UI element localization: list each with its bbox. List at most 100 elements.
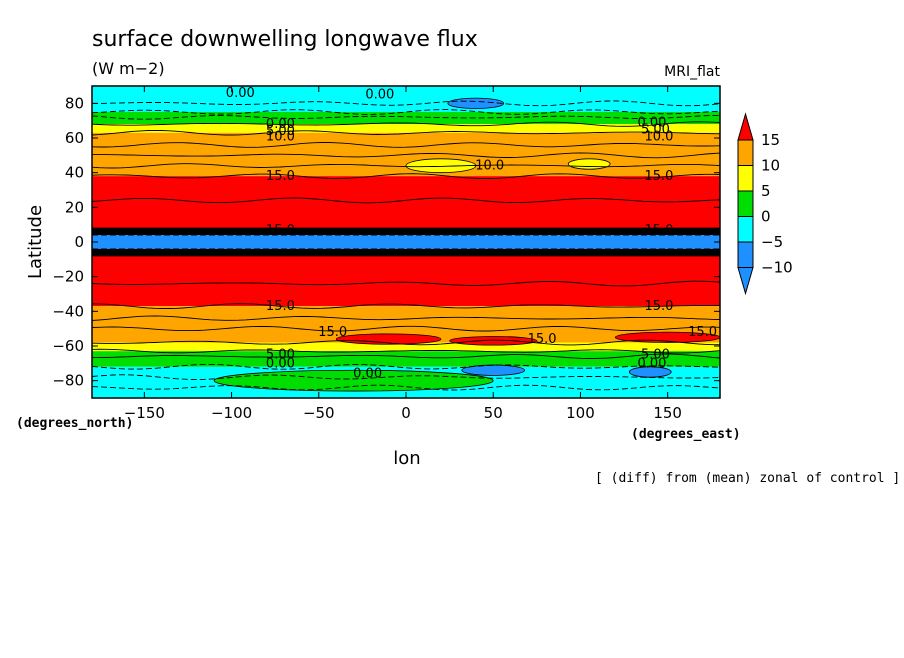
colorbar-label: 5 [761,182,771,200]
chart-title: surface downwelling longwave flux [92,27,478,52]
band-1 [92,112,720,125]
y-tick-label: −20 [52,268,84,286]
y-tick-label: −40 [52,302,84,320]
x-tick-label: 150 [653,404,682,422]
contour-label-3: 5.00 [266,124,295,139]
x-tick-label: −150 [124,404,165,422]
patch-1 [567,158,611,170]
colorbar-label: 15 [761,131,780,149]
band-10 [92,342,720,352]
x-axis-label: lon [393,448,420,469]
plot-area: 0.00 0.000.005.0010.00.005.0010.010.015.0… [92,86,720,398]
contour-line-19 [92,315,720,321]
contour-line-17 [92,197,720,204]
contour-label-8: 10.0 [475,159,504,174]
contour-label-6: 5.00 [641,122,670,137]
band-11 [92,351,720,367]
contour-line-15 [92,152,720,159]
x-tick-label: −100 [211,404,252,422]
band-4 [92,176,720,229]
y-tick-label: 80 [65,94,84,112]
x-tick-label: 50 [484,404,503,422]
footnote: [ (diff) from (mean) zonal of control ] [595,471,900,486]
patch-3 [461,364,526,376]
y-axis-label: Latitude [25,205,46,279]
y-tick-label: −80 [52,372,84,390]
y-tick-label: 40 [65,164,84,182]
x-tick-label: −50 [303,404,335,422]
contour-label-9: 15.0 [266,169,295,184]
contour-label-4: 10.0 [266,129,295,144]
colorbar-swatch-0 [737,139,754,166]
colorbar-over-arrow [737,112,754,141]
colorbar-label: 10 [761,157,780,175]
contour-labels: 0.00 0.000.005.0010.00.005.0010.010.015.0… [226,86,717,382]
y-units-label: (degrees_north) [16,416,133,431]
contour-line-23 [92,384,720,391]
contour-line-18 [92,280,720,287]
contour-label-22: 0.00 [353,367,382,382]
contour-line-22 [92,374,720,380]
band-5 [92,228,720,236]
band-7 [92,248,720,256]
contour-line-8 [92,303,720,309]
contour-lines [92,100,720,391]
contour-label-11: 15.0 [266,223,295,238]
contour-line-1 [92,121,720,127]
model-label: MRI_flat [664,64,720,80]
colorbar-label: −5 [761,233,783,251]
y-tick-label: −60 [52,337,84,355]
contour-label-18: 5.00 [266,348,295,363]
y-axis-ticks: 80 60 40 20 0 −20 −40 −60 −80 [52,94,720,390]
x-axis-ticks: −150 −100 −50 0 50 100 150 [124,86,682,422]
contour-line-20 [92,325,720,332]
x-units-label: (degrees_east) [631,427,741,442]
contour-label-7: 10.0 [644,129,673,144]
contour-line-11 [92,363,720,370]
contour-label-1: 0.00 [365,88,394,103]
contour-label-21: 0.00 [637,356,666,371]
contour-line-14 [92,142,720,148]
colorbar-swatch-1 [737,165,754,192]
colorbar-under-arrow [737,267,754,296]
patch-5 [335,333,442,345]
contour-line-9 [92,339,720,346]
contour-label-12: 15.0 [644,223,673,238]
y-tick-label: 0 [74,233,84,251]
contour-line-12 [92,100,720,107]
contour-line-10 [92,348,720,354]
contour-label-15: 15.0 [318,325,347,340]
contour-label-5: 0.00 [637,115,666,130]
y-tick-label: 20 [65,198,84,216]
band-2 [92,124,720,133]
colorbar-swatch-4 [737,241,754,268]
contour-line-16 [92,163,720,169]
colorbar-swatch-2 [737,190,754,217]
contour-line-0 [92,109,720,115]
contour-label-14: 15.0 [644,299,673,314]
contour-label-2: 0.00 [266,117,295,132]
patch-7 [449,336,538,346]
contour-label-17: 15.0 [688,325,717,340]
contour-line-21 [92,353,720,359]
contour-line-3 [92,173,720,179]
contour-label-20: 5.00 [641,348,670,363]
contour-line-13 [92,114,720,120]
contour-label-10: 15.0 [644,169,673,184]
contour-label-19: 0.00 [266,356,295,371]
band-8 [92,255,720,307]
patch-2 [447,97,505,109]
colorbar-label: 0 [761,208,771,226]
y-tick-label: 60 [65,129,84,147]
x-tick-label: 0 [401,404,411,422]
colorbar-swatch-3 [737,216,754,243]
contour-label-13: 15.0 [266,299,295,314]
contour-label-16: 15.0 [528,332,557,347]
colorbar: 15 10 5 0 −5 −10 [737,112,793,296]
colorbar-label: −10 [761,259,793,277]
x-tick-label: 100 [566,404,595,422]
chart-units: (W m−2) [92,59,165,78]
band-6 [92,235,720,249]
